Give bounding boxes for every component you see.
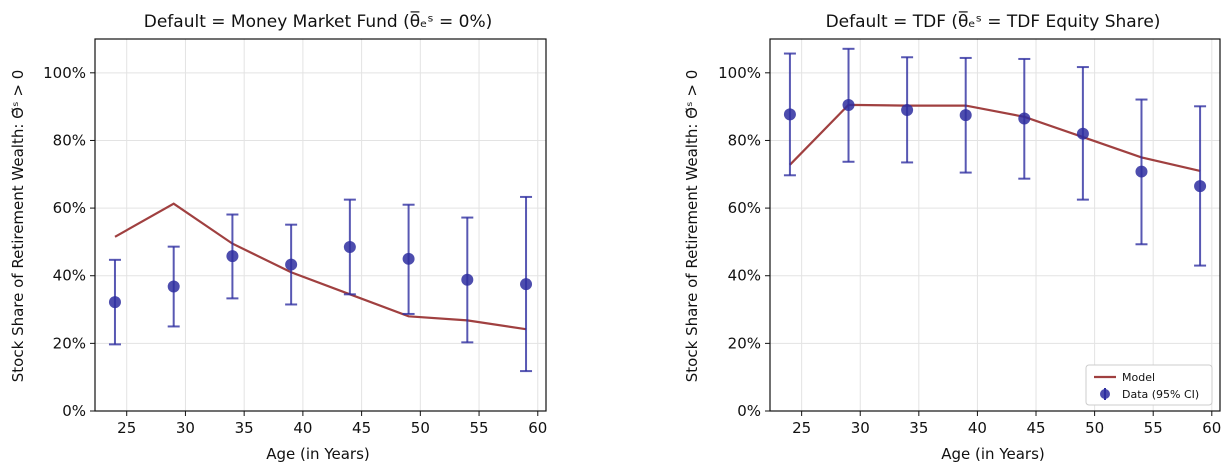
x-axis-label: Age (in Years) <box>941 445 1045 463</box>
data-point <box>343 240 356 253</box>
chart-title: Default = Money Market Fund (θ̅ₑˢ = 0%) <box>144 10 492 32</box>
y-tick-label: 40% <box>728 267 761 285</box>
x-tick-label: 55 <box>470 419 489 437</box>
axes-frame <box>94 38 547 412</box>
y-tick-label: 0% <box>737 402 761 420</box>
y-axis-label: Stock Share of Retirement Wealth: Θ̃ˢ > … <box>9 70 27 382</box>
x-tick-label: 50 <box>411 419 430 437</box>
data-point <box>461 273 474 286</box>
data-point <box>959 109 972 122</box>
data-point <box>901 104 914 117</box>
chart-panel-tdf: Default = TDF (θ̅ₑˢ = TDF Equity Share) … <box>683 10 1221 463</box>
y-tick-label: 80% <box>728 131 761 149</box>
plot-area: 25 30 35 40 45 50 55 60 0% 20% 40% 60% 80% 100% <box>43 38 547 437</box>
data-point <box>783 108 796 121</box>
x-tick-label: 50 <box>1085 419 1104 437</box>
x-tick-label: 45 <box>352 419 371 437</box>
legend-swatch-point <box>1100 389 1110 399</box>
data-point <box>167 280 180 293</box>
y-tick-label: 60% <box>728 199 761 217</box>
axes-frame <box>769 38 1221 412</box>
data-point <box>1076 127 1089 140</box>
x-tick-label: 30 <box>176 419 195 437</box>
legend-label-model: Model <box>1122 371 1155 384</box>
x-axis-label: Age (in Years) <box>266 445 370 463</box>
data-point <box>1194 180 1207 193</box>
chart-panel-money-market: Default = Money Market Fund (θ̅ₑˢ = 0%) … <box>9 10 547 463</box>
x-tick-label: 35 <box>235 419 254 437</box>
data-point <box>285 258 298 271</box>
x-tick-label: 40 <box>293 419 312 437</box>
x-tick-label: 60 <box>1202 419 1221 437</box>
y-tick-label: 20% <box>728 334 761 352</box>
data-point <box>520 278 533 291</box>
chart-title: Default = TDF (θ̅ₑˢ = TDF Equity Share) <box>826 10 1161 32</box>
data-point <box>108 296 121 309</box>
x-tick-label: 25 <box>117 419 136 437</box>
x-tick-label: 60 <box>528 419 547 437</box>
legend-box <box>1085 364 1213 406</box>
data-point <box>226 250 239 263</box>
y-tick-label: 60% <box>53 199 86 217</box>
plot-area: 25 30 35 40 45 50 55 60 0% 20% 40% 60% 80% 100% Model D… <box>718 38 1221 437</box>
data-point <box>1135 165 1148 178</box>
model-line <box>789 103 1201 172</box>
legend-label-data: Data (95% CI) <box>1122 388 1199 401</box>
data-point <box>842 98 855 111</box>
x-tick-label: 25 <box>792 419 811 437</box>
x-tick-label: 30 <box>851 419 870 437</box>
x-tick-label: 55 <box>1144 419 1163 437</box>
y-tick-label: 0% <box>62 402 86 420</box>
y-tick-label: 80% <box>53 131 86 149</box>
x-tick-label: 45 <box>1026 419 1045 437</box>
data-point <box>402 252 415 265</box>
x-tick-label: 40 <box>968 419 987 437</box>
model-line <box>114 202 527 331</box>
y-tick-label: 40% <box>53 267 86 285</box>
y-tick-label: 100% <box>718 64 761 82</box>
x-tick-label: 35 <box>909 419 928 437</box>
y-axis-label: Stock Share of Retirement Wealth: Θ̃ˢ > … <box>683 70 701 382</box>
y-tick-label: 20% <box>53 334 86 352</box>
legend: Model Data (95% CI) <box>1085 364 1213 406</box>
data-point <box>1018 112 1031 125</box>
y-tick-label: 100% <box>43 64 86 82</box>
